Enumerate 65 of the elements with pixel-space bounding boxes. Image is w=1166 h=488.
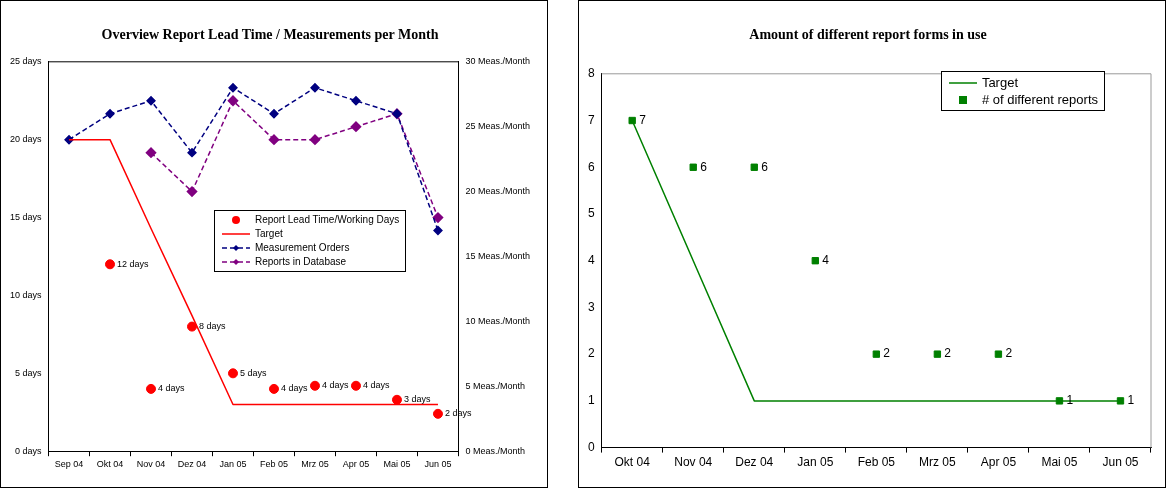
data-label: 3 days [403,394,431,405]
x-tick-label: Okt 04 [614,455,651,470]
x-tick-label: Mai 05 [1041,455,1078,470]
data-label: 1 [1127,393,1135,408]
x-tick-label: Apr 05 [980,455,1017,470]
y2-tick-label: 25 Meas./Month [465,121,531,132]
x-tick-label: Nov 04 [674,455,713,470]
data-label: 2 [944,346,952,361]
x-tick-label: Nov 04 [136,459,166,470]
data-label: 12 days [117,258,150,269]
legend-label: Reports in Database [254,254,347,269]
y-tick-label: 5 [587,206,595,221]
x-tick-label: Sep 04 [54,459,84,470]
y-tick-label: 10 days [9,289,43,300]
y2-tick-label: 15 Meas./Month [465,250,531,261]
legend-label: Target [254,226,283,241]
x-tick-label: Jun 05 [1102,455,1139,470]
x-tick-label: Jan 05 [219,459,247,470]
chart-title: Overview Report Lead Time / Measurements per Month [101,27,439,43]
x-tick-label: Mrz 05 [301,459,329,470]
x-tick-label: Jun 05 [424,459,452,470]
y-tick-label: 4 [587,253,595,268]
chart-title: Amount of different report forms in use [749,27,987,43]
x-tick-label: Feb 05 [857,455,896,470]
legend-label: Target [981,74,1019,91]
y-tick-label: 7 [587,112,595,127]
data-label: 2 [1005,346,1013,361]
legend-label: Measurement Orders [254,240,350,255]
data-label: 8 days [199,321,227,332]
y-tick-label: 20 days [9,134,43,145]
y2-tick-label: 5 Meas./Month [465,380,525,391]
x-tick-label: Dez 04 [735,455,774,470]
y-tick-label: 2 [587,346,595,361]
x-tick-label: Okt 04 [96,459,124,470]
data-label: 4 days [321,380,349,391]
x-tick-label: Dez 04 [177,459,207,470]
data-label: 4 days [158,383,186,394]
data-label: 2 [883,346,891,361]
y-tick-label: 5 days [14,367,43,378]
data-label: 4 [822,253,830,268]
legend-label: # of different reports [981,91,1098,108]
y-tick-label: 1 [587,393,595,408]
y-tick-label: 6 [587,159,595,174]
x-tick-label: Feb 05 [259,459,289,470]
data-label: 6 [761,159,769,174]
y-tick-label: 15 days [9,212,43,223]
y2-tick-label: 0 Meas./Month [465,445,525,456]
x-tick-label: Mrz 05 [919,455,957,470]
y-tick-label: 3 [587,299,595,314]
data-label: 5 days [240,367,268,378]
x-tick-label: Jan 05 [797,455,834,470]
y2-tick-label: 10 Meas./Month [465,315,531,326]
y-tick-label: 8 [587,66,595,81]
data-label: 4 days [280,383,309,394]
y-tick-label: 0 [587,439,595,454]
x-tick-label: Mai 05 [383,459,411,470]
y2-tick-label: 20 Meas./Month [465,186,531,197]
data-label: 6 [700,159,708,174]
x-tick-label: Apr 05 [342,459,370,470]
y-tick-label: 0 days [14,445,43,456]
data-label: 4 days [362,380,390,391]
y-tick-label: 25 days [9,56,43,67]
data-label: 7 [639,112,647,127]
legend-label: Report Lead Time/Working Days [254,212,400,227]
y2-tick-label: 30 Meas./Month [465,56,531,67]
